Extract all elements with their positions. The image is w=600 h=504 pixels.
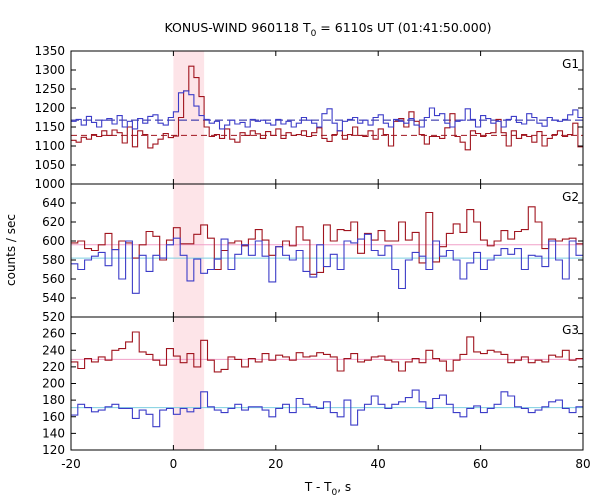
y-tick-label: 1350 [34, 44, 65, 58]
y-tick-label: 260 [42, 327, 65, 341]
y-tick-label: 200 [42, 377, 65, 391]
y-tick-label: 1000 [34, 177, 65, 191]
y-tick-label: 1050 [34, 158, 65, 172]
y-tick-label: 180 [42, 393, 65, 407]
panel-g1: 1350 1300 1250 1200 1150 1100 1050 1000 G1 [34, 44, 584, 191]
panel-label: G2 [562, 190, 579, 204]
x-tick-label: 20 [268, 457, 283, 471]
y-tick-label: 600 [42, 234, 65, 248]
y-tick-label: 220 [42, 360, 65, 374]
series-blue-g2 [71, 233, 583, 294]
series-red-g2 [71, 206, 583, 275]
panel-label: G3 [562, 323, 579, 337]
panel-g2: 640 620 600 580 560 540 520 G2 [42, 183, 584, 324]
x-tick-label: -20 [61, 457, 81, 471]
chart-title: KONUS-WIND 960118 T0 = 6110s UT (01:41:5… [164, 20, 491, 39]
y-tick-label: 1200 [34, 101, 65, 115]
y-tick-label: 140 [42, 426, 65, 440]
series-blue-g1 [71, 90, 583, 132]
y-tick-label: 240 [42, 343, 65, 357]
x-tick-label: 60 [473, 457, 488, 471]
y-tick-label: 1250 [34, 82, 65, 96]
y-tick-label: 560 [42, 272, 65, 286]
y-axis-label: counts / sec [4, 214, 18, 286]
y-tick-label: 120 [42, 443, 65, 457]
y-tick-label: 520 [42, 310, 65, 324]
y-tick-label: 1150 [34, 120, 65, 134]
series-red-g1 [71, 65, 583, 151]
x-tick-label: 80 [575, 457, 590, 471]
y-tick-label: 540 [42, 291, 65, 305]
series-blue-g3 [71, 389, 583, 428]
x-tick-label: 40 [371, 457, 386, 471]
y-tick-label: 160 [42, 410, 65, 424]
y-tick-label: 640 [42, 196, 65, 210]
panel-g3: 260 240 220 200 180 160 140 120 G3 [42, 316, 584, 457]
y-tick-label: 580 [42, 253, 65, 267]
series-red-g3 [71, 331, 583, 373]
x-tick-label: 0 [170, 457, 178, 471]
y-tick-label: 620 [42, 215, 65, 229]
panel-label: G1 [562, 57, 579, 71]
y-tick-label: 1100 [34, 139, 65, 153]
x-axis-label: T - T0, s [304, 480, 351, 498]
y-tick-label: 1300 [34, 63, 65, 77]
